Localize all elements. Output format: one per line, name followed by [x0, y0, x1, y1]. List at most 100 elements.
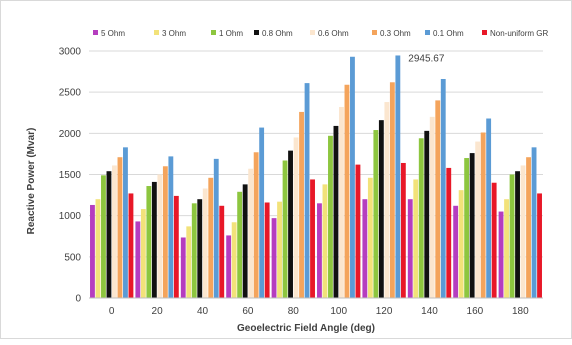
bar-3-ohm-180	[504, 199, 509, 298]
bar-0-8-ohm-60	[242, 184, 248, 298]
y-axis-label: Reactive Power (Mvar)	[26, 128, 37, 235]
bar-0-6-ohm-20	[157, 174, 163, 298]
bar-0-6-ohm-160	[475, 141, 481, 298]
bar-non-uniform-gr-40	[219, 205, 225, 298]
bar-0-8-ohm-80	[288, 150, 293, 298]
x-tick-label: 0	[109, 306, 115, 317]
bar-0-3-ohm-0	[117, 157, 123, 298]
y-tick-label: 2500	[59, 88, 82, 99]
y-tick-label: 0	[75, 294, 81, 305]
y-tick-label: 3000	[59, 47, 82, 58]
bar-0-1-ohm-80	[304, 83, 310, 298]
legend-label-0-3-ohm: 0.3 Ohm	[380, 29, 411, 38]
data-label: 2945.67	[408, 53, 445, 64]
y-tick-label: 1500	[59, 170, 82, 181]
bar-0-8-ohm-180	[515, 171, 520, 298]
bar-1-ohm-180	[509, 174, 515, 298]
bar-non-uniform-gr-60	[264, 202, 270, 298]
bar-0-3-ohm-160	[480, 132, 486, 298]
bar-0-8-ohm-160	[469, 153, 475, 298]
legend-swatch-0-1-ohm	[425, 30, 430, 35]
legend-label-non-uniform-gr: Non-uniform GR	[490, 29, 548, 38]
bar-3-ohm-160	[458, 190, 464, 298]
y-tick-label: 500	[64, 252, 81, 263]
bar-0-3-ohm-60	[253, 152, 259, 298]
x-tick-label: 80	[288, 306, 300, 317]
bar-3-ohm-100	[322, 184, 328, 298]
bar-5-ohm-160	[453, 205, 459, 298]
bar-0-6-ohm-0	[112, 165, 117, 298]
annotations: 2945.67	[408, 53, 445, 64]
bar-0-8-ohm-40	[197, 199, 203, 298]
x-tick-label: 160	[467, 306, 484, 317]
bar-0-1-ohm-180	[531, 147, 537, 298]
bar-non-uniform-gr-180	[537, 193, 542, 298]
legend-label-0-6-ohm: 0.6 Ohm	[318, 29, 349, 38]
x-tick-label: 180	[512, 306, 529, 317]
bar-5-ohm-40	[180, 237, 186, 298]
bar-1-ohm-100	[328, 135, 333, 298]
bar-0-1-ohm-100	[350, 56, 355, 298]
legend-swatch-1-ohm	[211, 30, 216, 35]
legend-swatch-5-ohm	[93, 30, 98, 35]
bar-0-8-ohm-100	[333, 125, 339, 298]
legend-label-3-ohm: 3 Ohm	[162, 29, 186, 38]
x-tick-label: 120	[376, 306, 393, 317]
bar-non-uniform-gr-80	[310, 179, 315, 298]
bar-0-8-ohm-140	[424, 130, 430, 298]
bar-0-8-ohm-120	[378, 120, 384, 298]
bar-0-3-ohm-140	[435, 100, 441, 299]
bar-1-ohm-80	[282, 160, 288, 298]
legend-label-1-ohm: 1 Ohm	[219, 29, 243, 38]
bar-1-ohm-160	[464, 158, 470, 298]
y-tick-label: 2000	[59, 129, 82, 140]
bar-5-ohm-0	[90, 204, 95, 298]
legend-label-0-1-ohm: 0.1 Ohm	[433, 29, 464, 38]
legend-label-5-ohm: 5 Ohm	[101, 29, 125, 38]
bar-0-6-ohm-80	[293, 137, 299, 298]
bar-0-6-ohm-60	[248, 168, 254, 298]
bar-1-ohm-120	[373, 130, 379, 298]
bar-3-ohm-140	[413, 179, 419, 298]
bar-0-6-ohm-100	[339, 106, 344, 298]
bar-1-ohm-140	[418, 138, 424, 298]
bar-non-uniform-gr-100	[355, 164, 361, 298]
bar-0-3-ohm-20	[162, 166, 168, 298]
bar-0-3-ohm-100	[344, 84, 350, 298]
bar-5-ohm-80	[271, 218, 277, 298]
bar-0-6-ohm-120	[384, 102, 390, 299]
bar-3-ohm-20	[140, 209, 146, 298]
bar-non-uniform-gr-140	[446, 167, 452, 298]
bar-1-ohm-0	[101, 175, 106, 298]
legend-label-0-8-ohm: 0.8 Ohm	[262, 29, 293, 38]
bar-non-uniform-gr-120	[400, 162, 406, 298]
bar-3-ohm-80	[277, 201, 282, 298]
bar-3-ohm-40	[186, 226, 192, 298]
gridlines	[89, 50, 543, 258]
bar-5-ohm-120	[362, 199, 368, 298]
bar-5-ohm-180	[498, 211, 504, 298]
bar-0-3-ohm-120	[389, 82, 395, 298]
legend-swatch-0-8-ohm	[254, 30, 259, 35]
x-tick-label: 20	[152, 306, 164, 317]
bar-0-1-ohm-0	[123, 147, 128, 298]
bar-non-uniform-gr-20	[173, 195, 179, 298]
bar-0-3-ohm-180	[526, 157, 531, 298]
bars	[90, 55, 542, 299]
bar-0-6-ohm-140	[429, 116, 435, 298]
bar-0-1-ohm-160	[486, 118, 492, 298]
bar-5-ohm-60	[226, 235, 232, 298]
bar-1-ohm-40	[191, 203, 197, 298]
legend: 5 Ohm 3 Ohm 1 Ohm 0.8 Ohm 0.6 Ohm 0.3 Ohm 0.1 …	[93, 29, 548, 38]
x-tick-label: 140	[421, 306, 438, 317]
x-tick-label: 60	[242, 306, 254, 317]
bar-non-uniform-gr-0	[128, 193, 134, 298]
legend-swatch-0-3-ohm	[372, 30, 377, 35]
legend-swatch-non-uniform-gr	[482, 30, 487, 35]
bar-1-ohm-20	[146, 186, 152, 298]
legend-swatch-3-ohm	[154, 30, 159, 35]
bar-0-3-ohm-80	[299, 111, 304, 298]
bar-0-1-ohm-140	[440, 78, 446, 298]
bar-3-ohm-0	[95, 199, 101, 298]
